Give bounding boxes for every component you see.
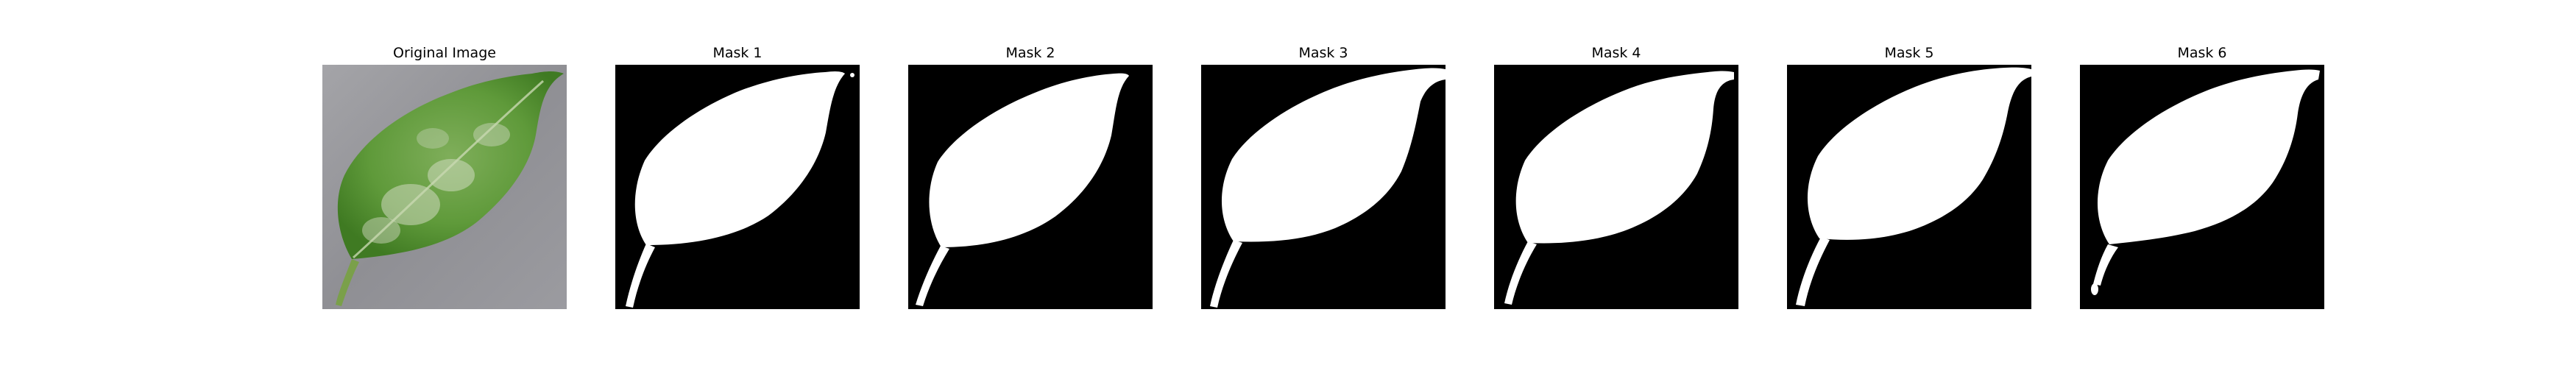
panel-title: Mask 4	[1494, 44, 1738, 62]
mask-image	[1494, 65, 1738, 309]
original-leaf-image	[322, 65, 567, 309]
mask-image	[908, 65, 1153, 309]
panel-title: Mask 2	[908, 44, 1153, 62]
mask-image	[2080, 65, 2324, 309]
panel-title: Original Image	[322, 44, 567, 62]
mask-image	[1787, 65, 2031, 309]
panel-title: Mask 6	[2080, 44, 2324, 62]
panel-title: Mask 5	[1787, 44, 2031, 62]
panel-title: Mask 3	[1201, 44, 1446, 62]
mask-image	[1201, 65, 1446, 309]
mask-image	[615, 65, 860, 309]
panel-title: Mask 1	[615, 44, 860, 62]
